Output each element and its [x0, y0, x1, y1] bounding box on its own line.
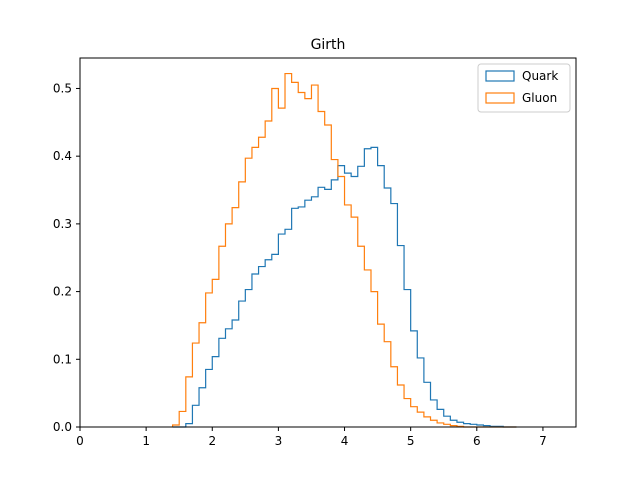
y-tick-label: 0.5 [53, 81, 72, 95]
y-tick-label: 0.3 [53, 217, 72, 231]
y-axis: 0.0 0.1 0.2 0.3 0.4 0.5 [53, 81, 80, 434]
x-tick-label: 1 [142, 434, 150, 448]
y-tick-label: 0.2 [53, 285, 72, 299]
y-tick-label: 0.4 [53, 149, 72, 163]
legend: Quark Gluon [477, 63, 571, 113]
x-tick-label: 6 [473, 434, 481, 448]
x-tick-label: 5 [407, 434, 415, 448]
legend-box [477, 63, 571, 113]
y-tick-label: 0.0 [53, 420, 72, 434]
series-quark-histogram [172, 146, 517, 428]
y-tick-label: 0.1 [53, 352, 72, 366]
x-tick-label: 3 [275, 434, 283, 448]
x-tick-label: 0 [76, 434, 84, 448]
x-tick-label: 2 [208, 434, 216, 448]
series-gluon-histogram [171, 72, 517, 428]
legend-swatch-quark [485, 70, 515, 82]
plot-frame [79, 57, 577, 428]
x-tick-label: 7 [539, 434, 547, 448]
chart-title: Girth [311, 37, 346, 53]
series-layer [171, 72, 517, 428]
x-tick-label: 4 [341, 434, 349, 448]
legend-swatch-gluon [485, 92, 515, 104]
legend-label-quark: Quark [522, 69, 558, 83]
x-axis: 0 1 2 3 4 5 6 7 [76, 427, 547, 448]
legend-label-gluon: Gluon [522, 91, 557, 105]
